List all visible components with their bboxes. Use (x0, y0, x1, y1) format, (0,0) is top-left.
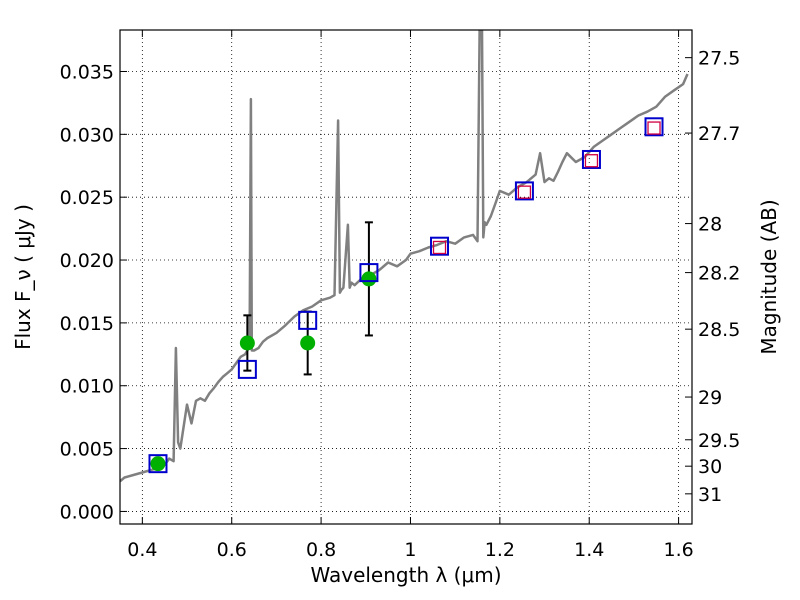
right-tick-label: 28.2 (698, 263, 740, 285)
right-tick-label: 28 (698, 214, 722, 236)
plot-frame (119, 29, 693, 525)
predicted-photometry-square (647, 121, 661, 135)
x-tick-label: 1.2 (485, 539, 515, 561)
model-photometry-square (359, 263, 379, 283)
y-tick-label: 0.035 (60, 61, 114, 83)
observed-photometry-point (239, 335, 255, 351)
model-photometry-square (237, 359, 257, 379)
y-tick-label: 0.010 (60, 376, 114, 398)
x-tick-label: 1.4 (574, 539, 604, 561)
observed-photometry-point (300, 335, 316, 351)
right-tick-label: 27.7 (698, 123, 740, 145)
model-photometry-square (514, 181, 534, 201)
predicted-photometry-square (432, 240, 447, 255)
predicted-photometry-square (517, 185, 532, 199)
right-tick-label: 31 (698, 484, 722, 506)
model-photometry-square (148, 454, 168, 474)
axis-ticks: 0.4 0.6 0.8 1 1.2 1.4 1.6 0.000 0.005 0.010 0.015 0… (60, 30, 740, 561)
model-photometry-square (298, 310, 318, 330)
y-tick-label: 0.005 (60, 439, 114, 461)
grid-lines (120, 30, 692, 524)
right-tick-label: 27.5 (698, 48, 740, 70)
right-tick-label: 28.5 (698, 319, 740, 341)
x-tick-label: 0.4 (127, 539, 157, 561)
y-tick-label: 0.020 (60, 250, 114, 272)
y-tick-label: 0.030 (60, 124, 114, 146)
model-spectrum-line (120, 30, 689, 483)
y-tick-label: 0.025 (60, 187, 114, 209)
right-tick-label: 29.5 (698, 430, 740, 452)
y-tick-label: 0.015 (60, 313, 114, 335)
x-tick-label: 1.6 (663, 539, 693, 561)
y-axis-label: Flux F_ν ( μJy ) (11, 204, 35, 350)
x-tick-label: 0.8 (306, 539, 336, 561)
observed-photometry-point (150, 456, 166, 472)
predicted-photometry-square (584, 154, 599, 168)
right-axis-label: Magnitude (AB) (757, 199, 781, 354)
right-tick-label: 29 (698, 387, 722, 409)
x-axis-label: Wavelength λ (μm) (310, 563, 501, 587)
x-tick-label: 1 (404, 539, 416, 561)
observed-photometry-point (361, 271, 377, 287)
model-photometry-square (644, 117, 664, 137)
right-tick-label: 30 (698, 456, 722, 478)
model-photometry-square (581, 149, 601, 169)
data-series (120, 30, 689, 483)
model-photometry-square (430, 236, 450, 256)
x-tick-label: 0.6 (217, 539, 247, 561)
y-tick-label: 0.000 (60, 501, 114, 523)
